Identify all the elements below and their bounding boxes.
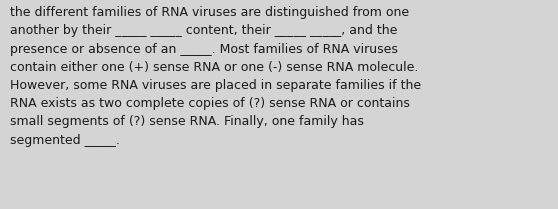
Text: the different families of RNA viruses are distinguished from one
another by thei: the different families of RNA viruses ar…	[10, 6, 421, 147]
